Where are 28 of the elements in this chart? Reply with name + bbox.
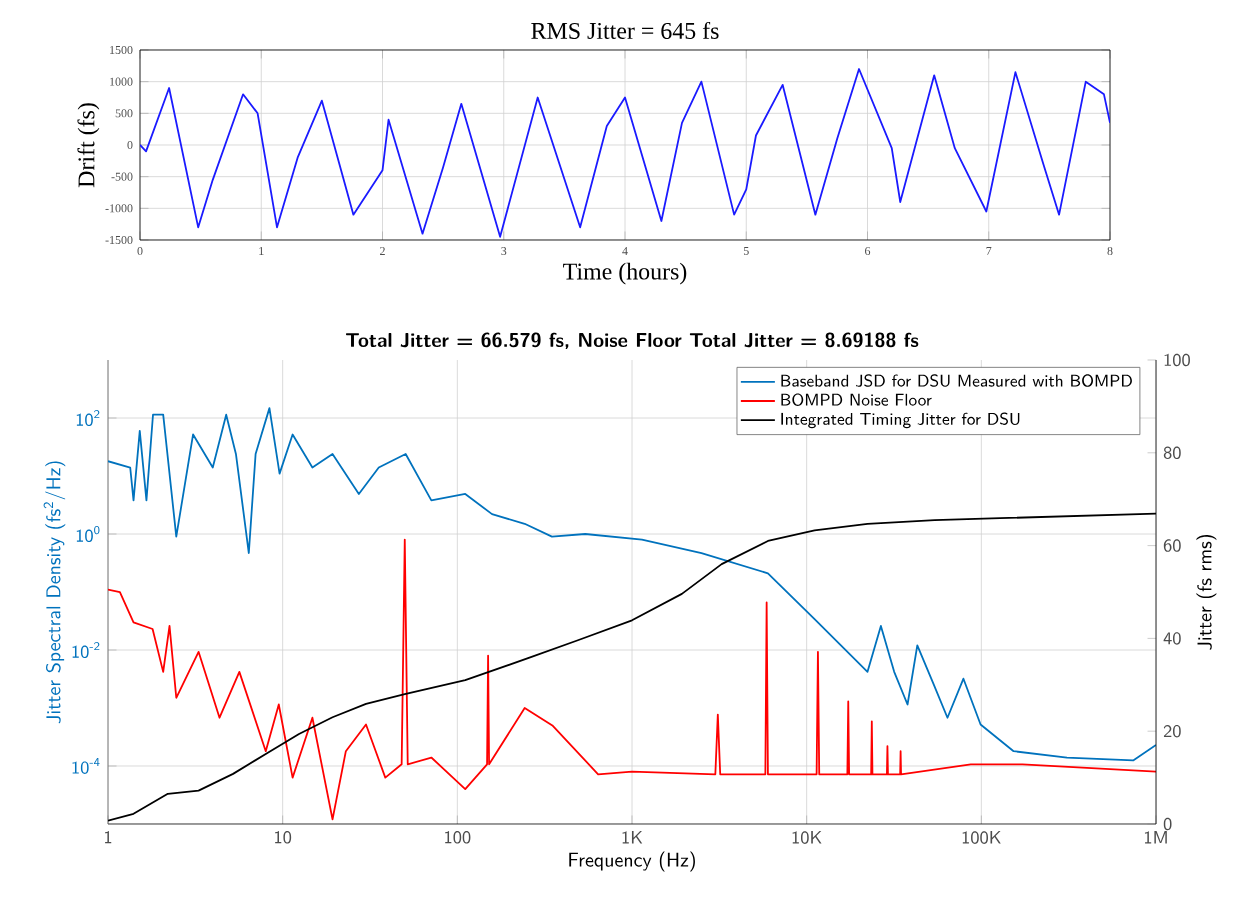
y-tick-label: 10$^{2}$ bbox=[76, 409, 100, 427]
y2-tick-label: 20 bbox=[1163, 724, 1181, 738]
x-tick-label: 10K bbox=[792, 831, 822, 844]
y-tick-label: 10$^{-4}$ bbox=[72, 758, 100, 774]
chart-title: Total Jitter = 66.579 fs, Noise Floor Total Jitter = 8.69188 fs bbox=[346, 332, 919, 349]
y2-tick-label: 40 bbox=[1163, 632, 1181, 645]
chart-title: RMS Jitter = 645 fs bbox=[531, 21, 719, 39]
y-tick-label: 10$^{-2}$ bbox=[72, 641, 100, 659]
y2-tick-label: 80 bbox=[1163, 446, 1181, 460]
legend-label: BOMPD Noise Floor bbox=[781, 393, 932, 406]
y2-tick-label: 100 bbox=[1164, 353, 1190, 367]
y-axis-title: Drift (fs) bbox=[77, 103, 100, 188]
y-axis-title: Jitter Spectral Density (fs$^{2}$/Hz) bbox=[43, 461, 66, 724]
y-tick-label: 10$^{0}$ bbox=[76, 525, 100, 543]
x-tick-label: 10 bbox=[275, 831, 292, 844]
line-series bbox=[140, 68, 1111, 238]
x-tick-label: 1M bbox=[1144, 831, 1167, 844]
x-tick-label: 100 bbox=[445, 831, 471, 844]
y2-tick-label: 60 bbox=[1163, 539, 1181, 552]
x-axis-title: Frequency (Hz) bbox=[569, 851, 695, 872]
x-tick-label: 1K bbox=[622, 831, 643, 844]
x-tick-label: 1 bbox=[105, 831, 112, 844]
x-tick-label: 100K bbox=[962, 831, 1001, 844]
y2-axis-title: Jitter (fs rms) bbox=[1196, 535, 1217, 650]
y2-tick-label: 0 bbox=[1163, 817, 1172, 831]
legend-label: Integrated Timing Jitter for DSU bbox=[781, 412, 1020, 429]
legend-label: Baseband JSD for DSU Measured with BOMPD bbox=[781, 374, 1132, 387]
x-axis-title: Time (hours) bbox=[563, 262, 687, 285]
